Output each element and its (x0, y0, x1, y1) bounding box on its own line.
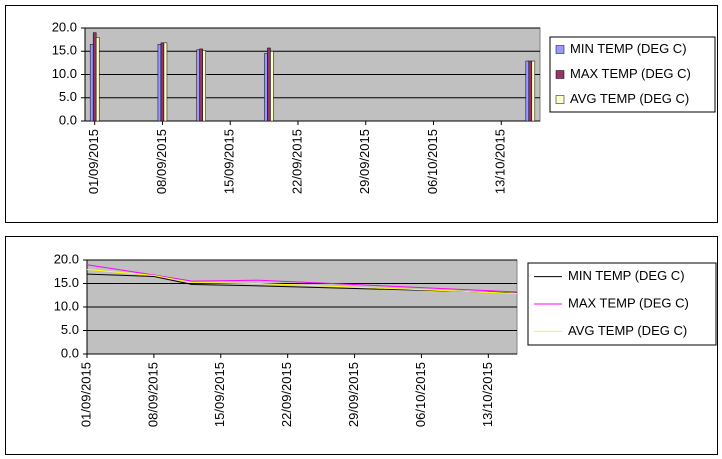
bar (89, 44, 94, 122)
bar (92, 32, 97, 122)
x-tick-label: 08/09/2015 (154, 129, 169, 194)
y-tick-label: 20.0 (54, 251, 79, 266)
legend (549, 36, 716, 113)
y-tick-label: 15.0 (54, 275, 79, 290)
y-tick-label: 10.0 (54, 298, 79, 313)
legend-label: MIN TEMP (DEG C) (568, 268, 685, 283)
line (86, 264, 518, 293)
legend-label: MAX TEMP (DEG C) (568, 295, 689, 310)
bar (531, 60, 536, 122)
y-tick-label: 0.0 (59, 112, 77, 127)
x-tick-label: 06/10/2015 (413, 362, 428, 427)
x-tick-label: 29/09/2015 (357, 129, 372, 194)
line (86, 268, 518, 294)
y-tick-label: 5.0 (61, 322, 79, 337)
bar (267, 47, 271, 122)
x-tick-label: 08/09/2015 (145, 362, 160, 427)
x-tick-label: 13/10/2015 (480, 362, 495, 427)
legend-swatch (555, 95, 565, 104)
x-tick-label: 15/09/2015 (222, 129, 237, 194)
y-tick-label: 10.0 (52, 66, 77, 81)
bar (528, 60, 533, 122)
bar (95, 37, 100, 122)
x-tick-label: 22/09/2015 (279, 362, 294, 427)
legend-label: MIN TEMP (DEG C) (570, 41, 687, 56)
bar (196, 49, 200, 122)
bar (270, 51, 274, 122)
bar (202, 50, 206, 122)
bar (160, 42, 165, 122)
x-tick-label: 01/09/2015 (86, 129, 101, 194)
bar (525, 60, 530, 122)
y-tick-label: 0.0 (61, 345, 79, 360)
x-tick-label: 01/09/2015 (78, 362, 93, 427)
x-tick-label: 15/09/2015 (212, 362, 227, 427)
legend-swatch (555, 70, 565, 79)
x-tick-label: 29/09/2015 (346, 362, 361, 427)
bar (163, 42, 168, 122)
y-tick-label: 20.0 (52, 19, 77, 34)
y-tick-label: 5.0 (59, 89, 77, 104)
x-tick-label: 06/10/2015 (425, 129, 440, 194)
bar (157, 44, 162, 122)
x-tick-label: 22/09/2015 (289, 129, 304, 194)
line (86, 273, 518, 294)
legend-swatch (555, 45, 565, 54)
y-tick-label: 15.0 (52, 43, 77, 58)
bar (264, 53, 268, 122)
bar (199, 48, 203, 122)
legend-label: MAX TEMP (DEG C) (570, 66, 691, 81)
x-tick-label: 13/10/2015 (493, 129, 508, 194)
legend-label: AVG TEMP (DEG C) (568, 323, 687, 338)
legend-label: AVG TEMP (DEG C) (570, 91, 689, 106)
